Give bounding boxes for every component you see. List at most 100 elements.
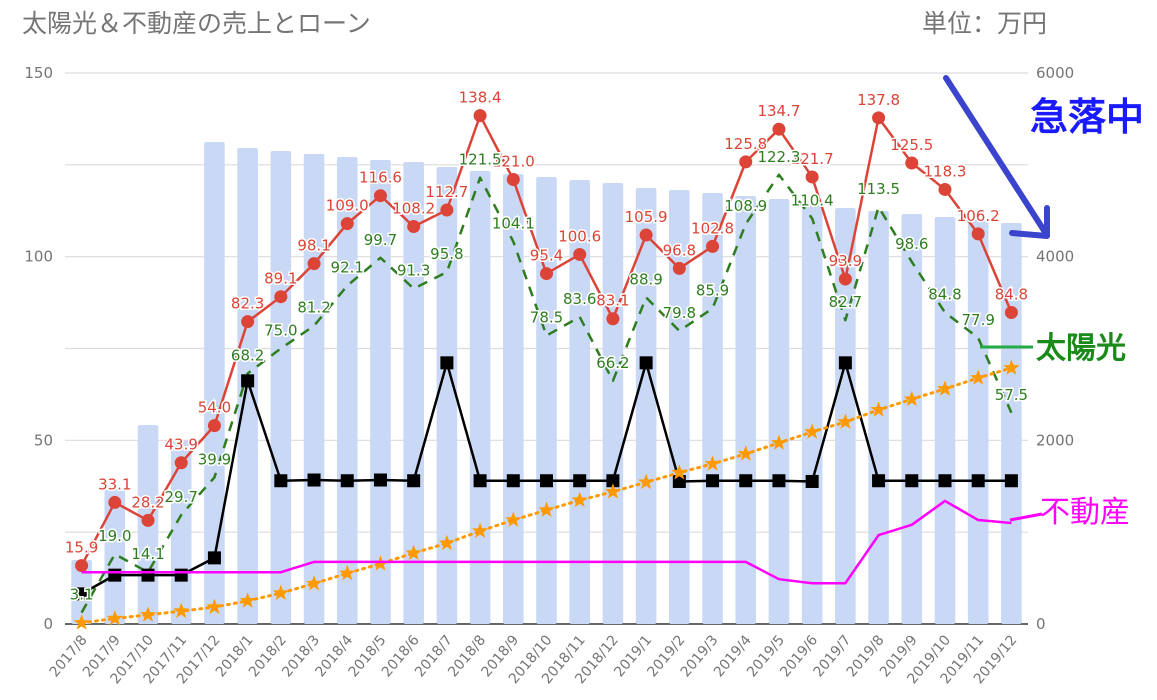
- data-point: [340, 217, 354, 231]
- data-point: [905, 156, 919, 170]
- data-point: [1004, 474, 1018, 488]
- data-point: [540, 474, 553, 488]
- data-point: [671, 464, 688, 480]
- data-label: 116.6: [359, 169, 402, 187]
- data-label: 75.0: [264, 322, 297, 340]
- left-tick-label: 150: [24, 64, 53, 82]
- data-label: 85.9: [696, 281, 729, 299]
- data-label: 78.5: [530, 309, 563, 327]
- data-point: [971, 474, 985, 488]
- bar: [801, 202, 823, 625]
- data-point: [540, 267, 553, 281]
- data-label: 125.5: [890, 136, 933, 154]
- data-point: [704, 455, 721, 471]
- bar: [469, 170, 491, 625]
- data-label: 81.2: [297, 299, 330, 317]
- data-label: 79.8: [663, 304, 696, 322]
- bar: [868, 211, 889, 624]
- data-label: 15.9: [65, 539, 98, 557]
- data-point: [373, 473, 387, 487]
- data-label: 28.2: [131, 493, 164, 511]
- data-label: 106.2: [957, 207, 1000, 225]
- bar: [436, 167, 458, 624]
- data-point: [672, 474, 686, 488]
- data-point: [340, 474, 354, 488]
- data-point: [838, 272, 852, 286]
- data-point: [573, 247, 587, 261]
- data-label: 93.9: [829, 252, 862, 270]
- falling-arrow-head: [1009, 205, 1050, 239]
- data-point: [506, 173, 520, 187]
- bar: [967, 220, 989, 625]
- data-label: 82.7: [829, 293, 862, 311]
- data-label: 43.9: [165, 436, 198, 454]
- data-point: [306, 575, 323, 591]
- right-tick-label: 4000: [1036, 248, 1074, 266]
- bar: [635, 187, 657, 624]
- data-point: [108, 568, 122, 582]
- unit-label: 単位：万円: [922, 9, 1048, 38]
- falling-arrow-shaft: [943, 75, 1048, 235]
- data-point: [573, 474, 587, 488]
- data-point: [141, 513, 155, 527]
- data-label: 108.9: [724, 197, 767, 215]
- chart-title: 太陽光＆不動産の売上とローン: [22, 9, 371, 38]
- data-point: [106, 610, 123, 626]
- data-point: [838, 356, 852, 370]
- data-point: [805, 170, 819, 184]
- series-line-5: [81, 499, 1012, 585]
- data-label: 84.8: [995, 286, 1028, 304]
- bar: [502, 174, 524, 624]
- data-label: 137.8: [857, 91, 900, 109]
- data-point: [837, 413, 854, 429]
- data-label: 113.5: [857, 180, 900, 198]
- data-label: 39.9: [198, 450, 231, 468]
- data-point: [241, 374, 255, 388]
- bar: [602, 183, 624, 624]
- data-point: [772, 474, 786, 488]
- data-point: [272, 584, 289, 600]
- data-label: 121.7: [791, 150, 834, 168]
- data-label: 108.2: [392, 200, 435, 218]
- data-label: 112.7: [425, 183, 468, 201]
- data-point: [804, 423, 821, 439]
- data-label: 98.1: [297, 237, 330, 255]
- data-point: [473, 109, 487, 123]
- right-tick-label: 6000: [1036, 64, 1074, 82]
- data-label: 83.6: [563, 290, 596, 308]
- data-point: [274, 474, 288, 488]
- bar: [336, 157, 358, 624]
- data-label: 19.0: [98, 527, 131, 545]
- data-point: [307, 257, 321, 271]
- data-label: 109.0: [326, 197, 369, 215]
- bar: [303, 153, 325, 624]
- data-point: [739, 474, 753, 488]
- left-tick-label: 100: [24, 248, 53, 266]
- data-point: [506, 474, 520, 488]
- data-point: [805, 474, 819, 488]
- data-point: [141, 568, 155, 582]
- data-label: 118.3: [924, 162, 967, 180]
- data-point: [73, 614, 90, 630]
- data-point: [407, 474, 421, 488]
- data-point: [938, 474, 952, 488]
- data-label: 125.8: [724, 135, 767, 153]
- data-label: 82.3: [231, 295, 264, 313]
- data-label: 102.8: [691, 219, 734, 237]
- data-label: 54.0: [198, 399, 231, 417]
- data-label: 3.1: [70, 586, 94, 604]
- data-label: 29.7: [165, 488, 198, 506]
- data-point: [739, 155, 753, 169]
- bar: [735, 195, 757, 624]
- data-label: 104.1: [492, 215, 535, 233]
- data-label: 110.4: [791, 191, 834, 209]
- data-label: 100.6: [558, 227, 601, 245]
- data-point: [274, 290, 288, 304]
- data-point: [971, 227, 985, 241]
- bar: [536, 176, 557, 625]
- data-label: 134.7: [757, 102, 800, 120]
- data-label: 88.9: [629, 270, 662, 288]
- bar: [901, 213, 923, 624]
- data-label: 96.8: [663, 241, 696, 259]
- right-tick-label: 2000: [1036, 431, 1074, 449]
